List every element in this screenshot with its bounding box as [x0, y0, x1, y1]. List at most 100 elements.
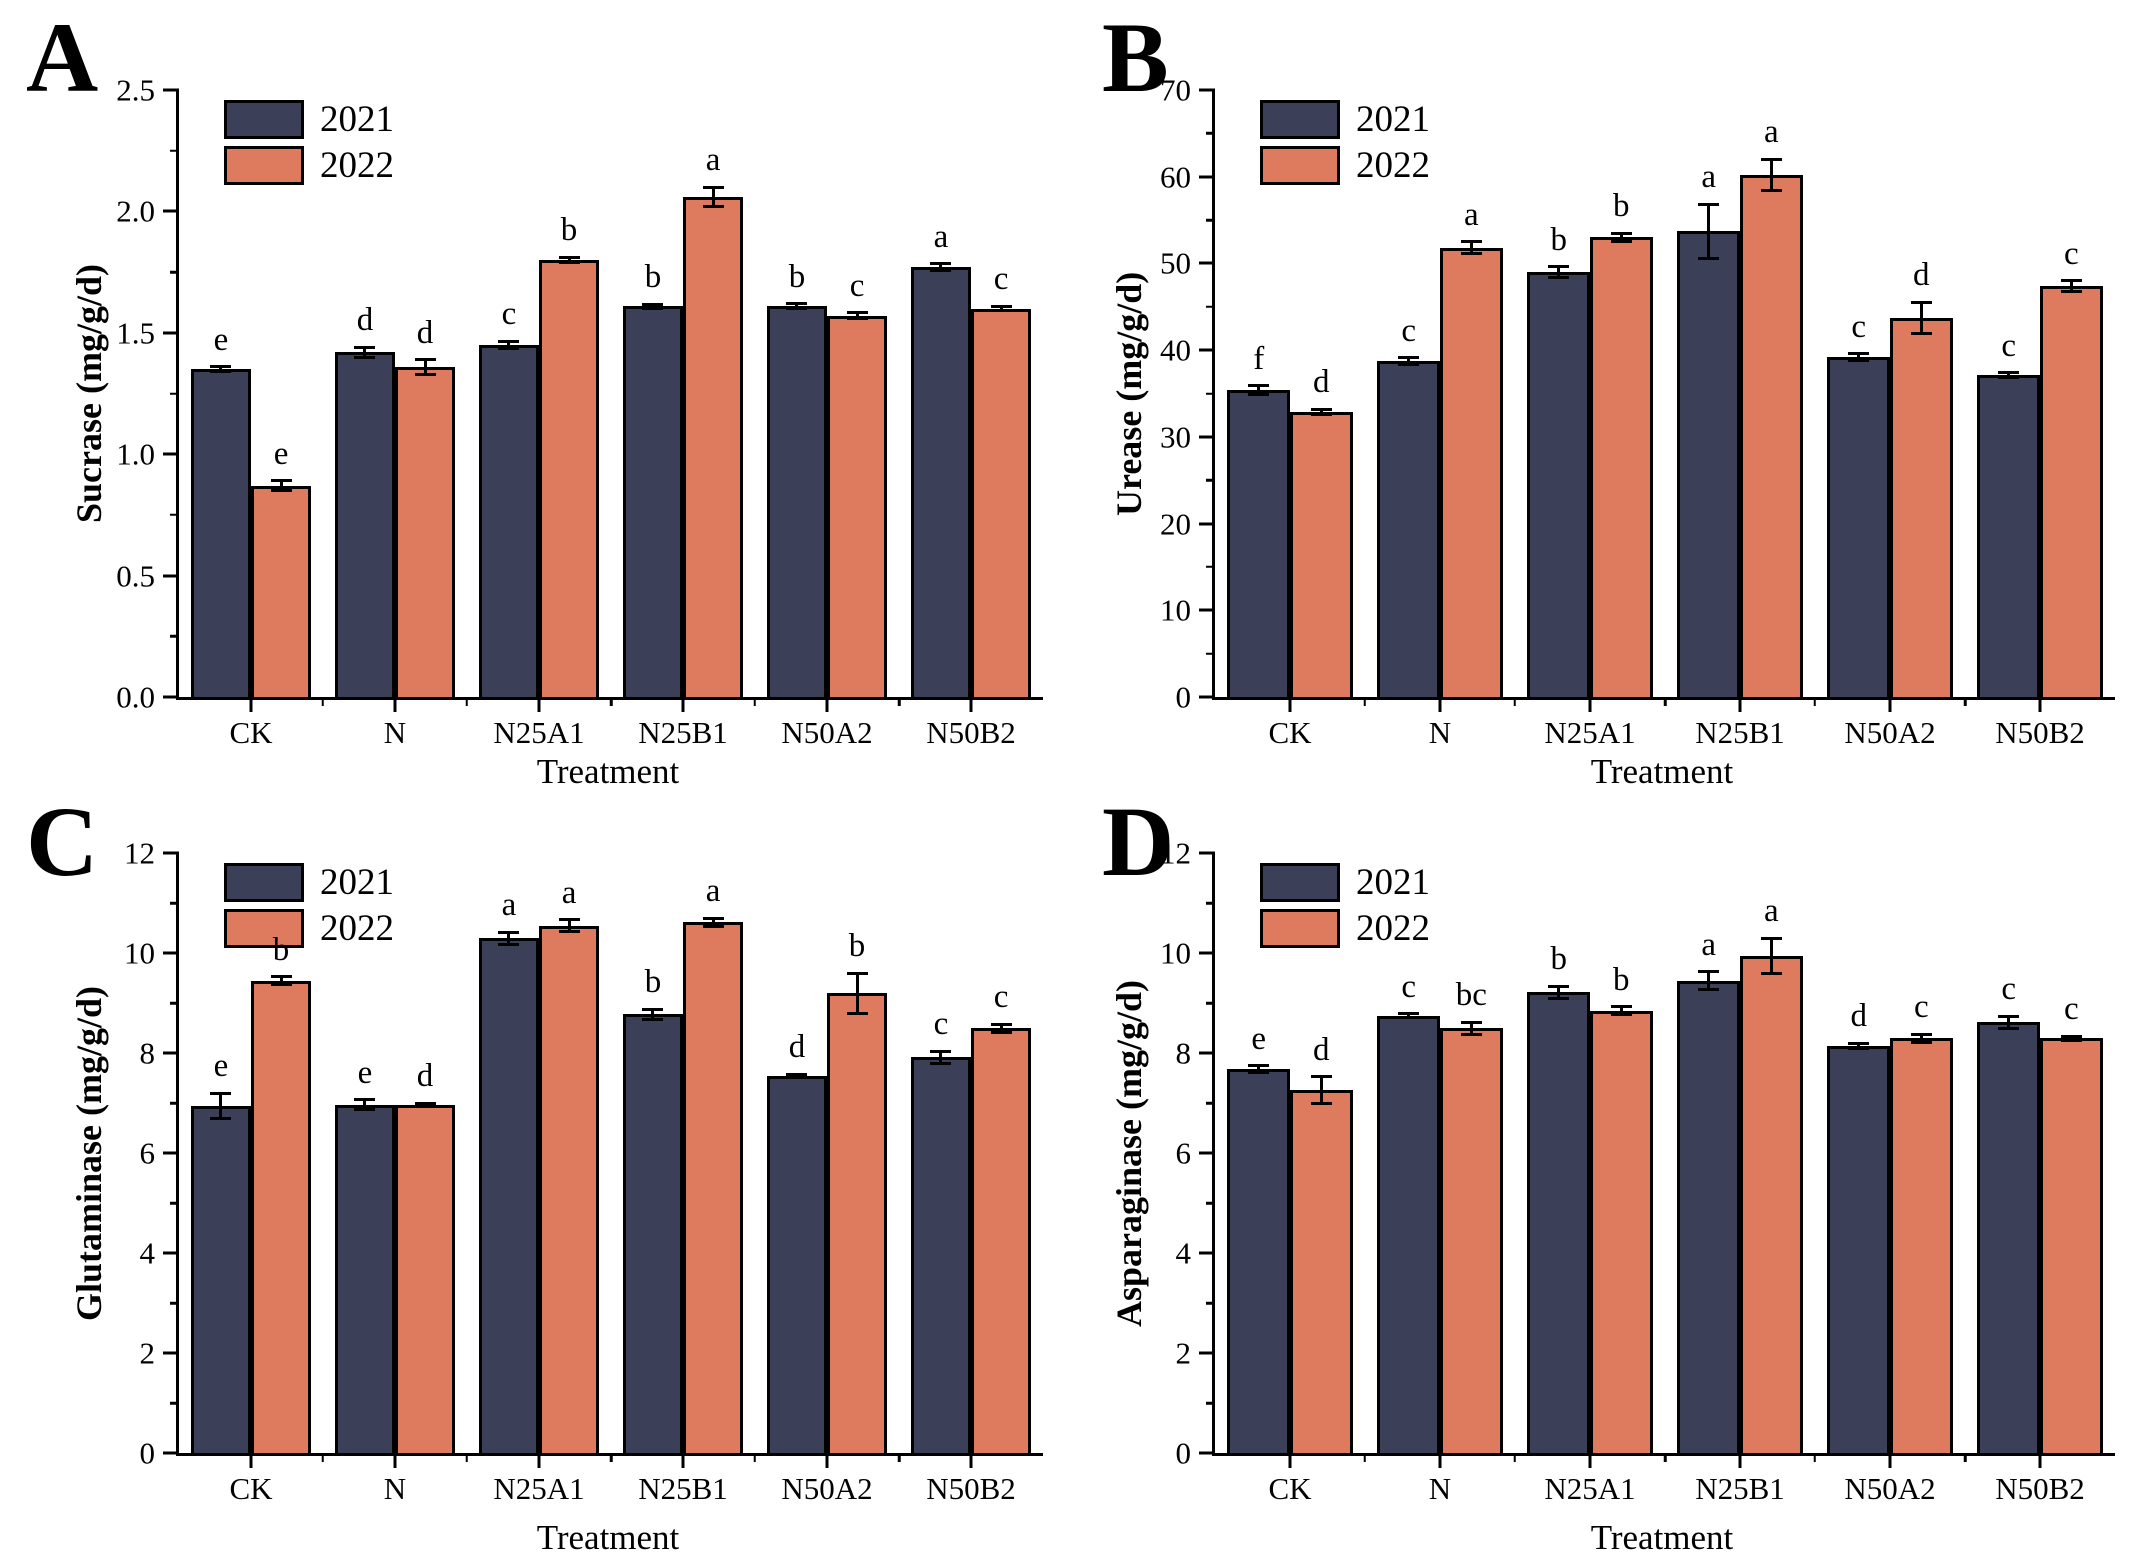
error-bar-cap — [414, 1104, 436, 1108]
bar-2021-N50A2 — [1827, 1045, 1890, 1453]
error-bar-cap — [270, 489, 292, 493]
y-tick-label: 4 — [1175, 1235, 1192, 1271]
error-bar-cap — [1398, 1012, 1420, 1015]
error-bar — [507, 932, 511, 944]
category-label: N50A2 — [1844, 1471, 1936, 1506]
significance-letter: a — [1763, 114, 1779, 151]
legend-label-2022: 2022 — [1356, 145, 1430, 186]
legend-entry-2021: 2021 — [1260, 863, 1430, 902]
y-tick-label: 6 — [1175, 1135, 1192, 1171]
error-bar-cap — [930, 269, 952, 273]
significance-letter: b — [272, 931, 290, 968]
x-major-tick — [681, 1453, 685, 1468]
y-major-tick — [1199, 1151, 1215, 1155]
bar-2022-N — [395, 1104, 456, 1453]
error-bar-cap — [702, 185, 724, 189]
error-bar-cap — [1248, 1071, 1270, 1074]
error-bar — [1319, 1076, 1323, 1104]
y-major-tick — [163, 1251, 179, 1255]
bar-2021-N — [1377, 1015, 1440, 1453]
significance-letter: d — [1313, 364, 1330, 401]
y-major-tick — [163, 331, 179, 335]
error-bar — [2007, 372, 2011, 378]
legend-label-2022: 2022 — [320, 908, 394, 949]
x-minor-tick — [1663, 697, 1667, 706]
y-major-tick — [1199, 695, 1215, 699]
error-bar-cap — [846, 971, 868, 975]
significance-letter: b — [644, 259, 662, 296]
significance-letter: e — [357, 1054, 373, 1091]
error-bar-cap — [786, 1072, 808, 1076]
bar-2022-N50A2 — [827, 993, 888, 1453]
y-major-tick — [163, 209, 179, 213]
significance-letter: e — [213, 321, 229, 358]
legend-label-2022: 2022 — [320, 145, 394, 186]
y-major-tick — [163, 452, 179, 456]
error-bar — [279, 480, 283, 491]
bar-2022-N25B1 — [683, 922, 744, 1453]
error-bar-cap — [558, 261, 580, 265]
error-bar — [1319, 409, 1323, 415]
x-major-tick — [681, 697, 685, 712]
error-bar — [855, 973, 859, 1013]
error-bar — [1557, 266, 1561, 278]
x-minor-tick — [609, 1453, 613, 1462]
bar-2022-N50B2 — [2040, 285, 2103, 697]
bar-2022-N — [1440, 247, 1503, 697]
x-minor-tick — [753, 697, 757, 706]
y-major-tick — [163, 574, 179, 578]
y-minor-tick — [170, 1001, 179, 1005]
significance-letter: a — [1463, 196, 1479, 233]
significance-letter: c — [2001, 971, 2017, 1007]
error-bar-cap — [1760, 936, 1782, 940]
y-tick-label: 6 — [139, 1135, 156, 1171]
legend-label-2021: 2021 — [1356, 862, 1430, 903]
y-major-tick — [163, 88, 179, 92]
y-minor-tick — [1206, 565, 1215, 569]
significance-letter: a — [501, 887, 517, 923]
y-tick-label: 40 — [1160, 332, 1191, 368]
error-bar — [795, 303, 799, 309]
y-tick-label: 2 — [139, 1335, 156, 1371]
error-bar-cap — [1848, 352, 1870, 356]
legend-swatch-2022 — [224, 146, 304, 185]
error-bar-cap — [498, 942, 520, 946]
legend-label-2021: 2021 — [1356, 99, 1430, 140]
error-bar-cap — [1548, 275, 1570, 279]
bar-2021-N25A1 — [1527, 992, 1590, 1453]
bar-2021-CK — [190, 369, 251, 697]
y-tick-label: 70 — [1160, 72, 1191, 108]
bar-2022-N25A1 — [1590, 237, 1653, 697]
y-axis-title: Asparaginase (mg/g/d) — [1109, 979, 1149, 1327]
error-bar-cap — [1848, 1041, 1870, 1045]
error-bar — [507, 341, 511, 349]
bar-2022-CK — [250, 485, 312, 697]
error-bar-cap — [1910, 1032, 1932, 1036]
error-bar-cap — [1998, 371, 2020, 375]
error-bar-cap — [1910, 1040, 1932, 1044]
error-bar-cap — [786, 1075, 808, 1079]
y-axis-title: Sucrase (mg/g/d) — [69, 264, 109, 523]
error-bar-cap — [1460, 1020, 1482, 1024]
error-bar-cap — [1460, 252, 1482, 256]
error-bar-cap — [2060, 1038, 2082, 1042]
error-bar-cap — [558, 930, 580, 934]
error-bar-cap — [270, 479, 292, 483]
bar-2022-N50B2 — [2040, 1038, 2103, 1453]
x-minor-tick — [897, 1453, 901, 1462]
bar-2022-N25A1 — [539, 259, 600, 697]
legend-entry-2021: 2021 — [224, 863, 394, 902]
legend-swatch-2022 — [1260, 909, 1340, 948]
error-bar-cap — [846, 317, 868, 321]
error-bar-cap — [930, 1049, 952, 1053]
y-minor-tick — [1206, 1201, 1215, 1205]
error-bar-cap — [1848, 1046, 1870, 1050]
x-major-tick — [1588, 697, 1592, 712]
y-major-tick — [163, 1451, 179, 1455]
error-bar-cap — [1548, 984, 1570, 988]
bar-2022-N25B1 — [683, 196, 744, 697]
error-bar-cap — [498, 339, 520, 343]
x-major-tick — [1288, 1453, 1292, 1468]
y-minor-tick — [1206, 132, 1215, 135]
error-bar-cap — [846, 1011, 868, 1015]
